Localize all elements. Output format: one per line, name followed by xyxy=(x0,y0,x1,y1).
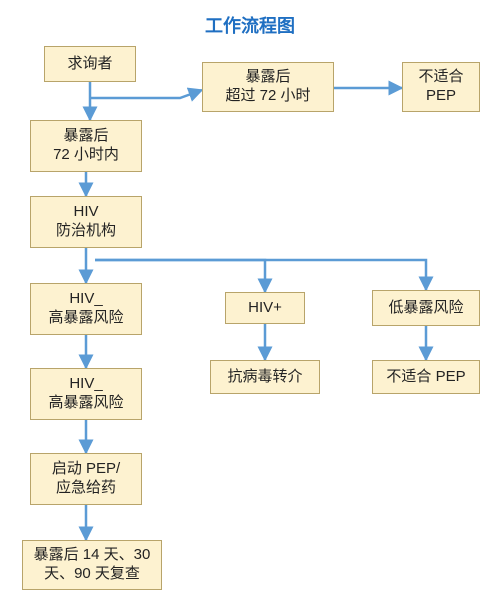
node-start_pep: 启动 PEP/ 应急给药 xyxy=(30,453,142,505)
edge-hiv_org-to-low_risk xyxy=(95,260,426,290)
node-low_risk: 低暴露风险 xyxy=(372,290,480,326)
node-high_risk_1: HIV_ 高暴露风险 xyxy=(30,283,142,335)
node-high_risk_2: HIV_ 高暴露风险 xyxy=(30,368,142,420)
edge-inquirer-to-over72 xyxy=(90,90,202,98)
node-hiv_org: HIV 防治机构 xyxy=(30,196,142,248)
node-within72: 暴露后 72 小时内 xyxy=(30,120,142,172)
node-hiv_pos: HIV+ xyxy=(225,292,305,324)
node-inquirer: 求询者 xyxy=(44,46,136,82)
node-not_pep_2: 不适合 PEP xyxy=(372,360,480,394)
node-over72: 暴露后 超过 72 小时 xyxy=(202,62,334,112)
node-anti_referral: 抗病毒转介 xyxy=(210,360,320,394)
node-not_pep_1: 不适合 PEP xyxy=(402,62,480,112)
node-followup: 暴露后 14 天、30 天、90 天复查 xyxy=(22,540,162,590)
